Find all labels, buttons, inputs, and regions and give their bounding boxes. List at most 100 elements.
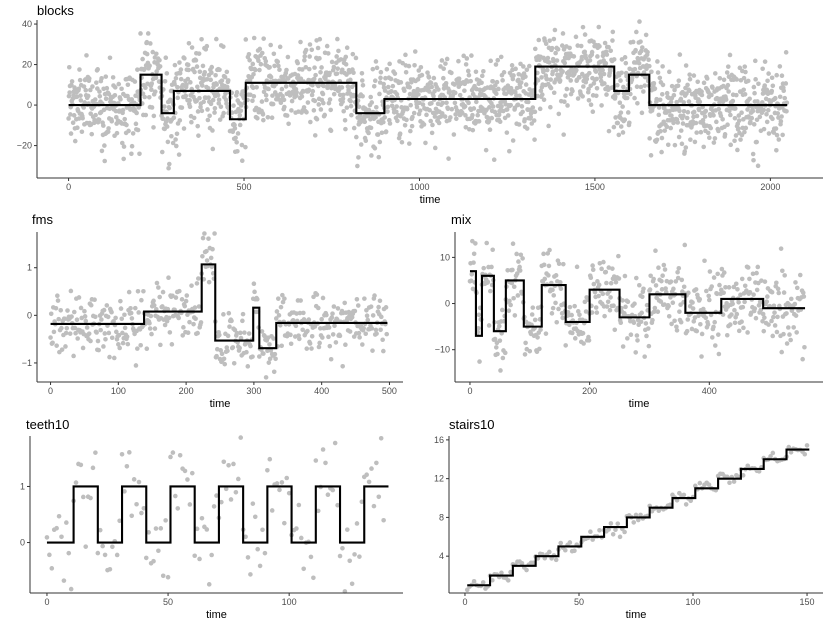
- data-point: [510, 267, 515, 273]
- data-point: [452, 100, 458, 106]
- data-point: [674, 497, 680, 503]
- data-point: [178, 76, 184, 82]
- data-point: [651, 309, 657, 314]
- data-point: [68, 586, 74, 592]
- data-point: [147, 63, 152, 69]
- data-point: [667, 108, 672, 114]
- data-point: [602, 313, 607, 319]
- data-point: [505, 83, 511, 88]
- data-point: [644, 333, 649, 339]
- data-point: [315, 305, 321, 311]
- x-tick-label: 200: [582, 386, 597, 396]
- data-point: [765, 107, 771, 113]
- data-point: [318, 69, 323, 75]
- data-point: [381, 517, 386, 523]
- data-point: [189, 45, 195, 50]
- data-point: [552, 27, 558, 33]
- data-point: [581, 84, 586, 89]
- data-point: [153, 306, 159, 312]
- data-point: [651, 276, 656, 282]
- data-point: [470, 112, 475, 118]
- data-point: [669, 83, 675, 89]
- data-point: [149, 105, 155, 110]
- data-point: [623, 304, 628, 310]
- data-point: [238, 435, 244, 440]
- data-point: [694, 328, 700, 334]
- data-point: [177, 288, 182, 294]
- data-point: [403, 52, 408, 58]
- data-point: [432, 145, 438, 151]
- x-tick-label: 0: [462, 597, 467, 607]
- data-point: [97, 89, 102, 94]
- data-point: [284, 113, 290, 118]
- data-point: [446, 156, 451, 161]
- data-point: [732, 138, 737, 144]
- data-point: [610, 29, 616, 35]
- x-tick-label: 100: [111, 386, 126, 396]
- data-point: [192, 69, 197, 75]
- data-point: [374, 104, 379, 110]
- data-point: [327, 70, 332, 76]
- data-point: [68, 131, 74, 136]
- data-point: [522, 117, 528, 122]
- data-point: [169, 133, 174, 139]
- data-point: [426, 75, 432, 80]
- data-point: [548, 77, 554, 82]
- data-point: [714, 119, 719, 125]
- data-point: [625, 299, 631, 305]
- data-point: [736, 328, 742, 334]
- data-point: [216, 97, 222, 103]
- data-point: [170, 293, 175, 299]
- data-point: [644, 302, 650, 308]
- x-tick-label: 0: [467, 386, 472, 396]
- data-point: [727, 108, 732, 114]
- data-point: [250, 98, 255, 104]
- data-point: [366, 479, 372, 485]
- data-point: [99, 317, 104, 322]
- data-point: [186, 40, 192, 46]
- data-point: [114, 552, 120, 558]
- data-point: [527, 63, 532, 69]
- data-point: [776, 137, 782, 142]
- data-point: [312, 65, 317, 70]
- data-point: [618, 320, 624, 326]
- data-point: [191, 115, 197, 121]
- data-point: [272, 63, 277, 69]
- data-point: [235, 131, 241, 136]
- data-point: [532, 317, 538, 323]
- data-point: [489, 264, 494, 270]
- data-point: [676, 78, 682, 83]
- data-point: [221, 356, 227, 362]
- data-point: [209, 552, 214, 558]
- data-point: [183, 93, 189, 99]
- data-point: [648, 153, 654, 158]
- data-point: [118, 306, 124, 311]
- data-point: [111, 355, 117, 361]
- data-point: [148, 313, 154, 319]
- data-point: [440, 100, 445, 106]
- data-point: [731, 284, 737, 290]
- data-point: [239, 158, 245, 164]
- data-point: [616, 253, 621, 259]
- data-point: [449, 70, 454, 76]
- data-point: [751, 292, 756, 297]
- data-point: [476, 325, 481, 331]
- data-point: [316, 344, 322, 350]
- data-point: [597, 527, 602, 533]
- data-point: [319, 65, 324, 70]
- data-point: [508, 569, 513, 575]
- data-point: [645, 49, 650, 55]
- data-point: [289, 108, 294, 113]
- data-point: [415, 86, 421, 92]
- data-point: [407, 85, 412, 90]
- data-point: [736, 300, 741, 305]
- data-point: [750, 108, 756, 114]
- data-point: [633, 47, 638, 53]
- data-point: [635, 517, 641, 523]
- data-point: [624, 95, 630, 101]
- data-point: [265, 348, 270, 354]
- data-point: [187, 502, 193, 507]
- data-point: [507, 298, 512, 304]
- data-point: [339, 67, 345, 73]
- data-point: [282, 296, 287, 301]
